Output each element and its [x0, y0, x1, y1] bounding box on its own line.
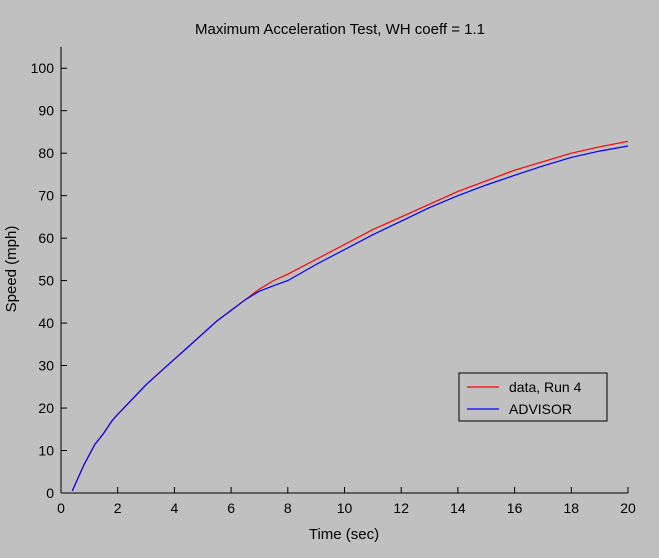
x-tick-label: 0 — [57, 500, 65, 516]
plot-background — [61, 47, 628, 493]
x-tick-label: 18 — [564, 500, 580, 516]
x-tick-label: 4 — [171, 500, 179, 516]
series-line-1 — [71, 145, 629, 492]
chart-title: Maximum Acceleration Test, WH coeff = 1.… — [195, 21, 485, 38]
y-tick-label: 100 — [31, 60, 55, 76]
y-tick-label: 20 — [38, 400, 54, 416]
legend-box — [458, 372, 608, 422]
y-tick-label: 90 — [38, 103, 54, 119]
y-tick-label: 0 — [46, 485, 54, 501]
plot-area: 0 2 4 6 8 10 12 14 16 18 20 0 10 20 30 40 50 60 70 80 90 100 — [31, 47, 636, 516]
x-tick-label: 10 — [337, 500, 353, 516]
y-tick-label: 30 — [38, 358, 54, 374]
y-tick-label: 80 — [38, 145, 54, 161]
y-tick-label: 60 — [38, 230, 54, 246]
x-tick-label: 12 — [393, 500, 409, 516]
y-tick-label: 10 — [38, 443, 54, 459]
y-axis-label: Speed (mph) — [3, 226, 20, 313]
y-tick-label: 50 — [38, 273, 54, 289]
y-tick-label: 40 — [38, 315, 54, 331]
legend-label-1: ADVISOR — [509, 401, 572, 417]
x-tick-label: 20 — [620, 500, 636, 516]
x-tick-label: 14 — [450, 500, 466, 516]
x-tick-label: 2 — [114, 500, 122, 516]
x-tick-label: 8 — [284, 500, 292, 516]
legend-label-0: data, Run 4 — [509, 379, 582, 395]
legend: data, Run 4 ADVISOR — [458, 372, 608, 422]
x-tick-label: 16 — [507, 500, 523, 516]
y-tick-label: 70 — [38, 188, 54, 204]
x-tick-label: 6 — [227, 500, 235, 516]
x-axis-label: Time (sec) — [309, 526, 379, 543]
